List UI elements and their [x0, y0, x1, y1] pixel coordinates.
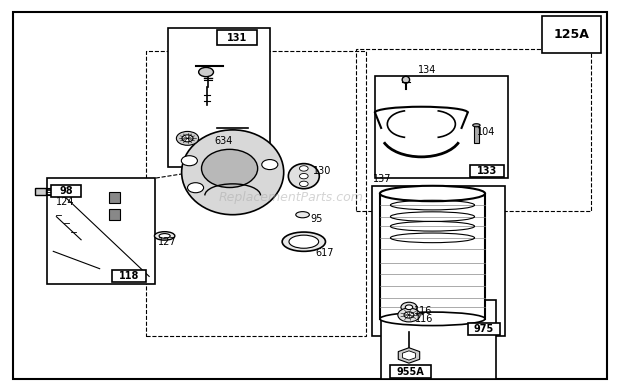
Bar [391, 365, 431, 378]
Text: 131: 131 [227, 33, 247, 43]
Circle shape [176, 132, 198, 145]
Bar [35, 188, 46, 195]
Bar [168, 28, 270, 166]
Bar [109, 209, 120, 221]
Circle shape [299, 166, 308, 171]
Circle shape [405, 305, 413, 310]
Circle shape [299, 173, 308, 179]
Ellipse shape [380, 186, 485, 201]
Circle shape [187, 183, 203, 193]
Bar [469, 165, 503, 177]
Text: 137: 137 [373, 174, 392, 184]
Ellipse shape [159, 234, 170, 238]
Text: 125A: 125A [554, 28, 589, 41]
Circle shape [198, 67, 213, 77]
Bar [380, 194, 485, 319]
Text: 134: 134 [418, 65, 436, 75]
Bar [112, 270, 146, 282]
Text: 116: 116 [414, 306, 432, 316]
Text: 130: 130 [313, 166, 332, 176]
Text: 127: 127 [159, 238, 177, 247]
Bar [542, 16, 601, 53]
Text: 116: 116 [415, 314, 433, 324]
Ellipse shape [182, 130, 284, 215]
Text: 118: 118 [119, 271, 140, 281]
Ellipse shape [282, 232, 326, 251]
Ellipse shape [288, 164, 319, 189]
Bar [467, 323, 500, 336]
Ellipse shape [472, 124, 480, 127]
Text: 124: 124 [56, 197, 75, 207]
Circle shape [181, 156, 197, 166]
Bar [47, 178, 156, 284]
Ellipse shape [296, 212, 309, 218]
Text: 104: 104 [477, 127, 495, 137]
Bar [51, 185, 81, 197]
Ellipse shape [289, 235, 319, 248]
Ellipse shape [154, 232, 175, 240]
Circle shape [398, 308, 420, 322]
Bar [109, 192, 120, 203]
Circle shape [404, 312, 414, 318]
Text: 95: 95 [310, 214, 322, 224]
Text: ReplacementParts.com: ReplacementParts.com [219, 191, 364, 204]
Ellipse shape [380, 312, 485, 325]
Circle shape [401, 302, 417, 312]
Bar [381, 300, 495, 378]
Ellipse shape [402, 76, 410, 83]
Bar [146, 51, 366, 336]
Text: 98: 98 [60, 186, 73, 196]
Circle shape [182, 135, 193, 142]
Text: 617: 617 [315, 248, 334, 258]
Circle shape [262, 159, 278, 170]
Bar [372, 186, 505, 336]
Circle shape [299, 181, 308, 187]
Bar [217, 31, 257, 45]
Text: 975: 975 [474, 324, 494, 334]
Text: 133: 133 [477, 166, 497, 176]
Bar [356, 49, 591, 211]
Text: 634: 634 [214, 137, 232, 146]
Ellipse shape [202, 149, 258, 188]
Bar [474, 126, 479, 143]
Bar [375, 76, 508, 178]
Text: 955A: 955A [397, 366, 425, 377]
